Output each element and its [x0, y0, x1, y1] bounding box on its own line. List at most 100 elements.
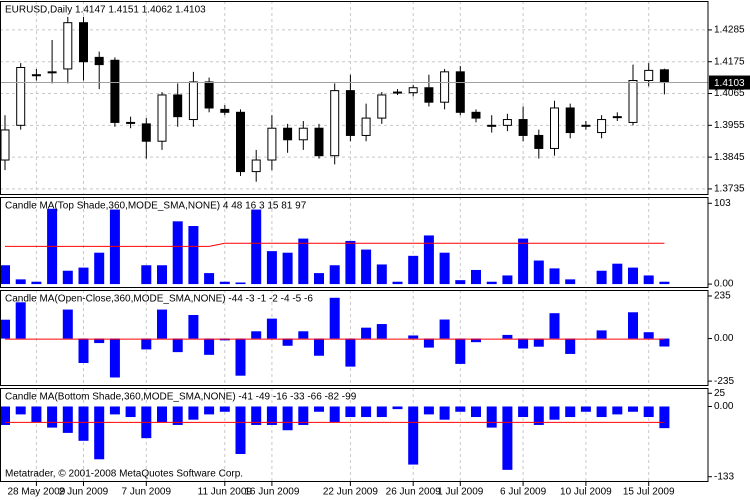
candle-body: [408, 87, 418, 94]
y-tick-label: 235: [714, 291, 731, 302]
candle-body: [220, 108, 230, 113]
bar: [329, 265, 340, 285]
x-tick-label: 11 Jun 2009: [198, 487, 253, 498]
bar: [628, 312, 638, 339]
bar: [455, 280, 466, 285]
bar: [109, 406, 120, 415]
pane-border: [0, 290, 709, 386]
candle-body: [628, 80, 638, 123]
bar: [439, 252, 450, 285]
bar: [329, 406, 340, 423]
bar: [596, 330, 607, 339]
bar: [361, 249, 372, 285]
candle-body: [377, 94, 387, 119]
ma-line: [5, 242, 665, 247]
candle-body: [110, 59, 120, 123]
bar: [0, 406, 10, 425]
bar: [62, 309, 73, 339]
x-tick-label: 16 Jun 2009: [244, 487, 299, 498]
bar: [78, 338, 89, 363]
y-tick-label: 1.3735: [714, 184, 745, 195]
bar: [172, 406, 183, 425]
bar: [141, 338, 152, 350]
y-tick-label: 0.00: [714, 333, 734, 344]
y-tick-label: 1.3955: [714, 120, 745, 131]
bar: [251, 406, 262, 425]
bar: [125, 406, 136, 418]
bar: [502, 334, 513, 339]
bar: [94, 406, 105, 460]
bar: [62, 270, 73, 285]
bar: [219, 406, 230, 412]
bar: [439, 406, 450, 420]
bar: [361, 406, 372, 418]
bar: [329, 297, 340, 339]
pane-border: [0, 1, 709, 195]
bar: [345, 338, 356, 367]
candle-body: [63, 22, 73, 70]
candle-body: [267, 127, 277, 161]
bar: [423, 338, 434, 348]
bar: [266, 318, 277, 339]
bar: [376, 324, 387, 339]
candle-body: [455, 71, 465, 113]
bar: [423, 235, 434, 285]
bar: [314, 338, 324, 356]
x-tick-label: 15 Jul 2009: [623, 487, 675, 498]
bar: [94, 252, 105, 285]
x-tick-label: 28 May 2009: [7, 487, 65, 498]
x-tick-label: 1 Jul 2009: [437, 487, 484, 498]
bar: [235, 406, 246, 455]
pane-title: Candle MA(Top Shade,360,MODE_SMA,NONE) 4…: [5, 201, 307, 212]
bar: [596, 270, 607, 285]
bar: [518, 338, 529, 349]
candle-body: [31, 74, 41, 77]
bar: [361, 327, 372, 339]
bar: [15, 406, 26, 415]
bar: [172, 338, 183, 353]
candle-body: [0, 129, 10, 161]
pane-border: [0, 388, 709, 482]
bar: [392, 406, 403, 410]
y-tick-label: 1.3845: [714, 152, 745, 163]
bar: [502, 406, 513, 470]
bar: [0, 319, 10, 339]
bar: [282, 338, 293, 346]
bar: [659, 281, 670, 285]
bar: [282, 252, 293, 285]
current-price-label: 1.4103: [714, 78, 745, 89]
x-tick-label: 2 Jun 2009: [59, 487, 109, 498]
candle-body: [471, 111, 481, 119]
bar: [408, 255, 419, 285]
y-tick-label: 0.00: [714, 279, 734, 290]
candle-body: [188, 81, 198, 121]
bar: [596, 406, 607, 418]
candle-body: [345, 90, 355, 136]
bar: [157, 309, 167, 339]
candle-body: [393, 91, 402, 94]
bar: [455, 338, 466, 364]
x-tick-label: 26 Jun 2009: [386, 487, 441, 498]
bar: [518, 406, 529, 418]
bar: [157, 265, 167, 285]
bar: [502, 275, 513, 285]
candle-body: [644, 69, 654, 82]
bar: [172, 221, 183, 285]
bar: [580, 406, 591, 412]
x-tick-label: 7 Jun 2009: [122, 487, 172, 498]
y-tick-label: 1.4065: [714, 88, 745, 99]
bar: [612, 263, 623, 285]
bar: [423, 406, 434, 415]
bar: [47, 406, 58, 428]
candle-body: [487, 124, 497, 127]
candle-body: [204, 81, 214, 109]
bar: [0, 265, 10, 285]
candle-body: [141, 123, 151, 142]
bar: [471, 338, 481, 343]
candle-body: [565, 107, 575, 134]
bar: [298, 331, 309, 339]
candle-body: [534, 134, 544, 149]
pane-border: [0, 197, 709, 288]
bar: [94, 338, 105, 344]
bar: [251, 331, 262, 339]
